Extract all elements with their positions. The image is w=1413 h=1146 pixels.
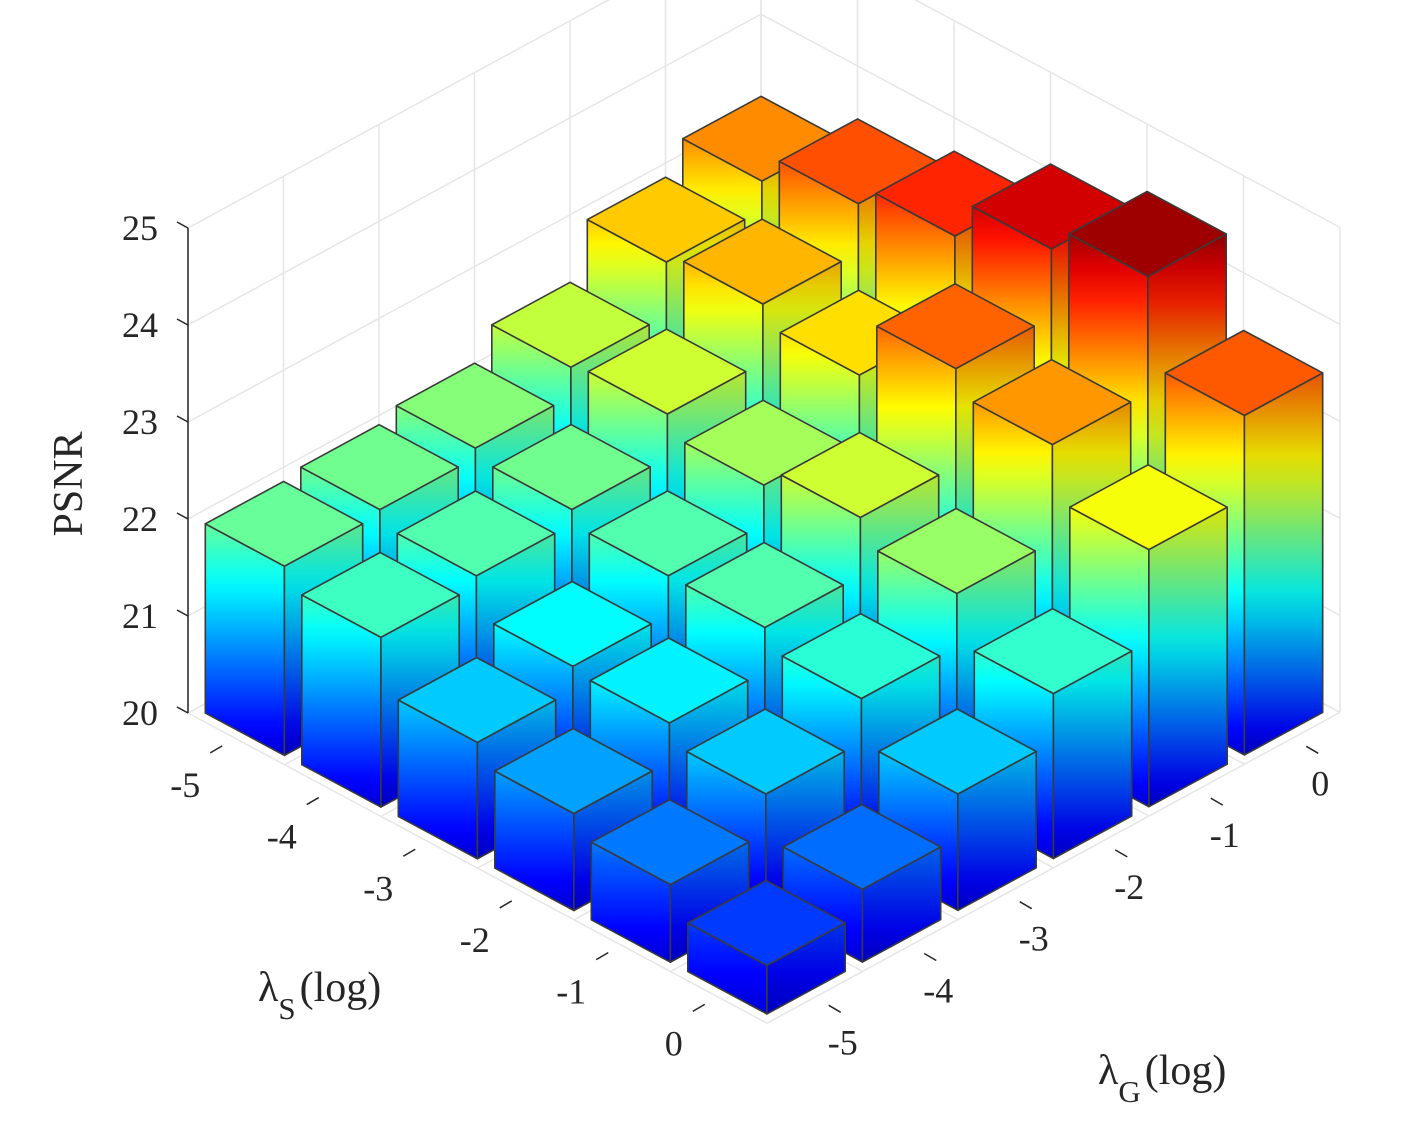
bar-top (973, 607, 1133, 695)
bar-top (589, 637, 749, 724)
bar-top (300, 551, 461, 639)
z-tick (176, 318, 189, 326)
x-tick (402, 848, 416, 857)
bar-top (204, 480, 364, 568)
bar-top (586, 176, 746, 263)
y-tick-label: -2 (1114, 867, 1144, 907)
bar-top (686, 879, 847, 967)
bar-top (782, 803, 942, 891)
bar-top (299, 423, 460, 511)
x-tick-label: -5 (170, 765, 200, 805)
x-tick-label: -1 (556, 972, 586, 1012)
bar-top (972, 358, 1132, 446)
grid-line (187, 0, 1341, 229)
x-tick (595, 952, 609, 961)
bar-top (1164, 329, 1324, 417)
z-axis-label: PSNR (46, 431, 92, 536)
labels: PSNR λS(log) λG(log) (46, 431, 1226, 1109)
y-tick (1114, 849, 1128, 858)
bar-side-right (1243, 372, 1324, 756)
y-tick (1019, 901, 1033, 910)
z-tick-label: 24 (122, 305, 158, 345)
x-tick-label: 0 (665, 1023, 683, 1063)
z-tick-label: 23 (122, 402, 158, 442)
bar-top (587, 328, 747, 415)
y-tick (1305, 745, 1319, 754)
x-tick-label: -2 (460, 920, 490, 960)
x-tick (692, 1003, 706, 1012)
x-axis-label: λS(log) (258, 965, 381, 1026)
z-tick-label: 25 (122, 208, 158, 248)
x-tick (499, 900, 513, 909)
bar-top (1068, 190, 1227, 278)
bar-top (875, 282, 1035, 370)
x-tick-label: -4 (267, 817, 297, 857)
bar-top (396, 490, 556, 577)
grid-line (187, 712, 768, 1024)
y-tick (1210, 797, 1224, 806)
z-tick (176, 415, 189, 423)
bar-top (682, 218, 843, 305)
bar-top (493, 727, 654, 815)
bars (204, 95, 1324, 1015)
bar-top (395, 362, 555, 449)
bar (686, 879, 847, 1015)
bar-side-right (1148, 506, 1228, 808)
axes: 20 21 22 23 24 25 -5 -4 -3 -2 -1 0 -5 -4 -3 -2 -1 0 (122, 208, 1329, 1063)
bar-top (876, 507, 1036, 595)
y-tick (828, 1004, 842, 1013)
z-tick (176, 221, 189, 229)
y-tick-label: -5 (828, 1022, 858, 1062)
bar-top (685, 708, 846, 795)
bar-top (492, 580, 653, 668)
bar-top (781, 612, 941, 700)
y-tick-label: 0 (1311, 763, 1329, 803)
z-tick-label: 20 (122, 693, 158, 733)
z-tick (176, 706, 189, 714)
bar-top (491, 423, 652, 511)
x-tick (306, 796, 320, 806)
bar-top (684, 541, 845, 629)
y-tick-label: -3 (1019, 919, 1049, 959)
z-tick (176, 609, 189, 617)
x-tick (209, 745, 223, 754)
y-axis-label: λG(log) (1098, 1048, 1226, 1109)
bar-top (1069, 463, 1228, 551)
bar-top (877, 708, 1037, 795)
bar-top (490, 281, 651, 369)
z-tick-label: 22 (122, 499, 158, 539)
y-tick (923, 952, 937, 962)
z-tick (176, 512, 189, 520)
bar-top (588, 490, 748, 577)
bar-top (780, 431, 940, 519)
z-tick-label: 21 (122, 596, 158, 636)
y-tick-label: -4 (923, 971, 953, 1011)
bar-top (590, 798, 750, 886)
bar-top (397, 656, 557, 744)
x-tick-label: -3 (363, 868, 393, 908)
y-tick-label: -1 (1210, 815, 1240, 855)
